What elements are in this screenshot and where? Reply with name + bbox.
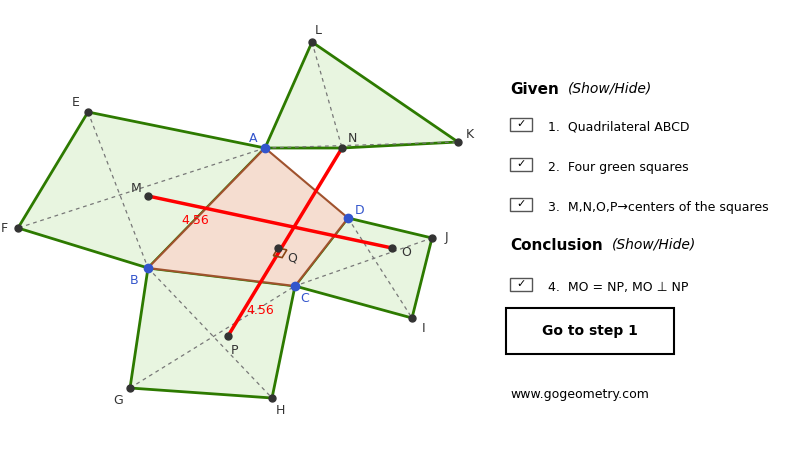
Text: J: J <box>444 231 448 245</box>
Text: ✓: ✓ <box>517 159 526 169</box>
Text: O: O <box>401 245 411 258</box>
Text: Q: Q <box>287 251 297 265</box>
Text: Conclusion: Conclusion <box>510 238 602 253</box>
FancyBboxPatch shape <box>510 278 533 291</box>
FancyBboxPatch shape <box>510 118 533 131</box>
Text: H: H <box>275 403 285 416</box>
Polygon shape <box>130 268 295 398</box>
Text: D: D <box>355 203 365 217</box>
Text: C: C <box>301 291 310 305</box>
Text: ✓: ✓ <box>517 199 526 209</box>
Text: Go to step 1: Go to step 1 <box>542 324 638 338</box>
FancyBboxPatch shape <box>510 198 533 211</box>
Text: (Show/Hide): (Show/Hide) <box>568 82 653 96</box>
Polygon shape <box>18 112 265 268</box>
Text: 1.  Quadrilateral ABCD: 1. Quadrilateral ABCD <box>549 121 690 134</box>
Text: 2.  Four green squares: 2. Four green squares <box>549 161 689 174</box>
Text: N: N <box>347 131 357 145</box>
Text: www.gogeometry.com: www.gogeometry.com <box>510 388 649 401</box>
FancyBboxPatch shape <box>510 158 533 171</box>
Text: (Show/Hide): (Show/Hide) <box>611 238 696 252</box>
Text: G: G <box>113 393 123 407</box>
Text: ✓: ✓ <box>517 279 526 289</box>
Polygon shape <box>148 148 348 286</box>
Text: L: L <box>314 23 322 37</box>
FancyBboxPatch shape <box>506 308 674 354</box>
Text: E: E <box>72 96 80 109</box>
Text: K: K <box>466 127 474 141</box>
Text: M: M <box>130 181 142 195</box>
Text: F: F <box>1 222 7 234</box>
Text: B: B <box>130 273 138 287</box>
Text: I: I <box>422 322 426 334</box>
Text: ✓: ✓ <box>517 120 526 130</box>
Text: A: A <box>249 131 258 145</box>
Text: 4.56: 4.56 <box>181 213 209 227</box>
Text: 3.  M,N,O,P→centers of the squares: 3. M,N,O,P→centers of the squares <box>549 201 769 214</box>
Text: 4.  MO = NP, MO ⊥ NP: 4. MO = NP, MO ⊥ NP <box>549 281 689 294</box>
Text: P: P <box>230 344 238 356</box>
Polygon shape <box>265 42 458 148</box>
Polygon shape <box>295 218 432 318</box>
Text: Given: Given <box>510 82 559 97</box>
Text: 4.56: 4.56 <box>246 304 274 316</box>
